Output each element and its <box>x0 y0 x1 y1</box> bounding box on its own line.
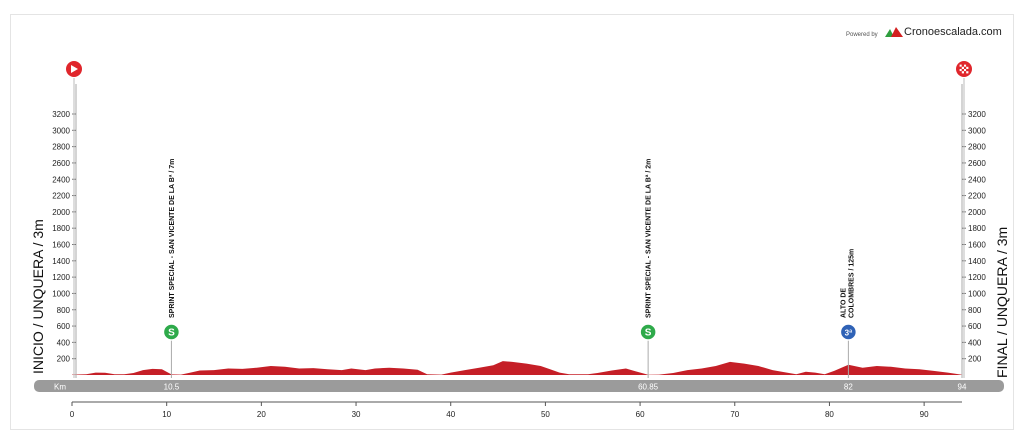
mountain-logo-icon <box>885 27 903 37</box>
x-tick-label: 30 <box>352 410 361 419</box>
y-tick-label-right: 1000 <box>968 289 986 298</box>
y-tick-label-left: 3200 <box>52 110 70 119</box>
chart-frame <box>10 14 1014 430</box>
y-tick-label-right: 1800 <box>968 224 986 233</box>
y-tick-label-left: 3000 <box>52 126 70 135</box>
y-tick-label-left: 400 <box>57 338 71 347</box>
y-tick-label-right: 1600 <box>968 241 986 250</box>
route-markers: S SPRINT SPECIAL - SAN VICENTE DE LA Bª /… <box>162 159 858 378</box>
y-tick-label-right: 2600 <box>968 159 986 168</box>
marker-badge-text: S <box>645 328 652 339</box>
y-tick-label-right: 200 <box>968 355 982 364</box>
sprint-marker: S SPRINT SPECIAL - SAN VICENTE DE LA Bª /… <box>162 159 181 378</box>
km-bar-value: 94 <box>958 383 967 392</box>
marker-badge-text: 3ª <box>845 329 852 338</box>
km-bar-value: 10.5 <box>164 383 180 392</box>
start-label: INICIO / UNQUERA / 3m <box>30 219 46 374</box>
sprint-badge-icon <box>162 323 181 341</box>
x-tick-label: 60 <box>636 410 645 419</box>
x-tick-label: 40 <box>446 410 455 419</box>
km-bar-values: 10.5 60.85 82 94 <box>164 383 967 392</box>
y-tick-label-left: 1800 <box>52 224 70 233</box>
y-tick-label-right: 2800 <box>968 143 986 152</box>
km-bar-value: 82 <box>844 383 853 392</box>
sprint-marker: S SPRINT SPECIAL - SAN VICENTE DE LA Bª /… <box>639 159 657 378</box>
start-play-icon <box>66 61 82 77</box>
y-tick-label-right: 800 <box>968 306 982 315</box>
marker-label-line: COLOMBRES / 125m <box>848 249 855 318</box>
km-bar-value: 60.85 <box>638 383 659 392</box>
y-tick-label-right: 600 <box>968 322 982 331</box>
y-tick-label-right: 3200 <box>968 110 986 119</box>
x-tick-label: 20 <box>257 410 266 419</box>
x-tick-label: 0 <box>70 410 75 419</box>
y-tick-label-left: 800 <box>57 306 71 315</box>
x-tick-label: 90 <box>920 410 929 419</box>
x-tick-label: 10 <box>162 410 171 419</box>
marker-badge-text: S <box>168 328 175 339</box>
x-axis: 0 10 20 30 40 50 60 70 80 90 <box>70 402 929 419</box>
y-tick-label-right: 1400 <box>968 257 986 266</box>
km-bar-label: Km <box>54 383 66 392</box>
y-tick-label-left: 600 <box>57 322 71 331</box>
y-tick-label-left: 2200 <box>52 192 70 201</box>
climb-marker: 3ª ALTO DE COLOMBRES / 125m <box>839 249 858 378</box>
x-tick-label: 80 <box>825 410 834 419</box>
y-tick-label-right: 2400 <box>968 175 986 184</box>
powered-by-text: Powered by <box>846 32 878 38</box>
x-tick-label: 50 <box>541 410 550 419</box>
brand-link[interactable]: Cronoescalada.com <box>904 26 1002 38</box>
y-tick-label-left: 2000 <box>52 208 70 217</box>
y-tick-label-left: 2400 <box>52 175 70 184</box>
climb-badge-icon <box>839 323 858 341</box>
finish-flag-icon <box>956 61 972 77</box>
y-tick-label-left: 2600 <box>52 159 70 168</box>
marker-label: SPRINT SPECIAL - SAN VICENTE DE LA Bª / … <box>169 159 176 318</box>
marker-label-line: ALTO DE <box>840 288 847 318</box>
y-axis-left: 200 400 600 800 1000 1200 1400 1600 1800 2000 2200… <box>52 110 76 364</box>
elevation-profile-area <box>72 361 962 375</box>
y-tick-label-right: 2000 <box>968 208 986 217</box>
x-tick-label: 70 <box>730 410 739 419</box>
y-tick-label-left: 1400 <box>52 257 70 266</box>
y-tick-label-left: 2800 <box>52 143 70 152</box>
marker-label: SPRINT SPECIAL - SAN VICENTE DE LA Bª / … <box>646 159 653 318</box>
y-axis-right: 200 400 600 800 1000 1200 1400 1600 1800 2000 2200… <box>962 110 986 364</box>
finish-label: FINAL / UNQUERA / 3m <box>994 227 1010 378</box>
y-tick-label-left: 1600 <box>52 241 70 250</box>
y-tick-label-left: 200 <box>57 355 71 364</box>
y-tick-label-right: 1200 <box>968 273 986 282</box>
y-tick-label-right: 400 <box>968 338 982 347</box>
km-bar <box>34 380 1004 392</box>
sprint-badge-icon <box>639 323 657 341</box>
y-tick-label-right: 2200 <box>968 192 986 201</box>
y-tick-label-left: 1200 <box>52 273 70 282</box>
y-tick-label-right: 3000 <box>968 126 986 135</box>
y-tick-label-left: 1000 <box>52 289 70 298</box>
